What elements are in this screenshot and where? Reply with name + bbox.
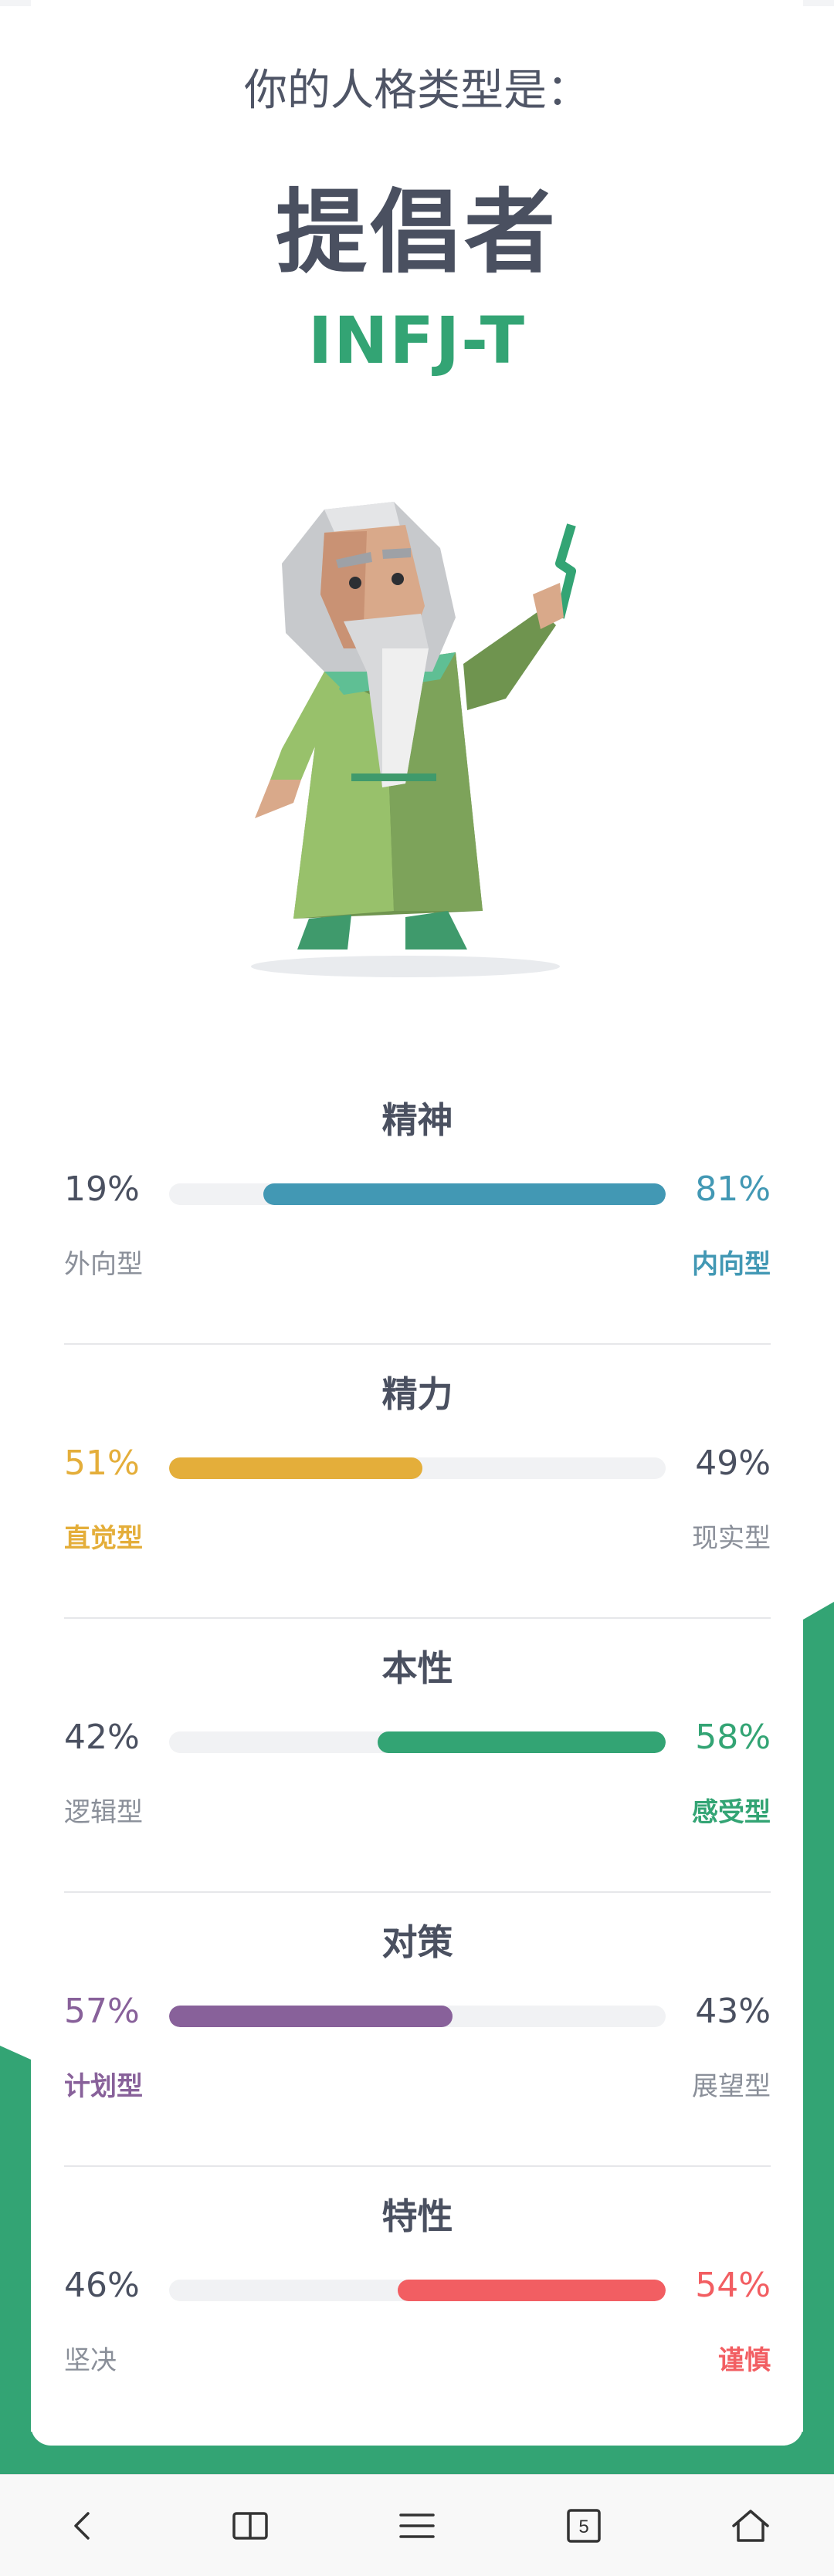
trait-tactics: 对策 57% 43% 计划型 展望型 bbox=[64, 1914, 771, 2188]
trait-left-label: 计划型 bbox=[64, 2071, 143, 2102]
trait-right-label: 感受型 bbox=[692, 1797, 771, 1828]
trait-left-percent: 42% bbox=[64, 1718, 140, 1757]
trait-right-label: 展望型 bbox=[692, 2071, 771, 2102]
menu-button[interactable] bbox=[375, 2483, 459, 2568]
trait-right-percent: 49% bbox=[695, 1444, 771, 1483]
trait-bar-fill bbox=[397, 2280, 666, 2301]
back-button[interactable] bbox=[41, 2483, 126, 2568]
trait-left-label: 坚决 bbox=[64, 2345, 117, 2376]
sage-character-illustration bbox=[251, 502, 576, 977]
trait-bar-fill bbox=[169, 1457, 422, 1479]
tabs-icon: 5 bbox=[567, 2508, 601, 2543]
trait-right-label: 现实型 bbox=[692, 1523, 771, 1554]
trait-title: 对策 bbox=[381, 1921, 453, 1963]
trait-left-percent: 19% bbox=[64, 1170, 140, 1209]
trait-left-percent: 51% bbox=[64, 1444, 140, 1483]
trait-bar-fill bbox=[263, 1183, 666, 1205]
menu-icon bbox=[399, 2513, 435, 2538]
tabs-button[interactable]: 5 bbox=[541, 2483, 626, 2568]
trait-title: 精神 bbox=[381, 1099, 453, 1141]
trait-right-label: 内向型 bbox=[692, 1249, 771, 1280]
trait-identity: 特性 46% 54% 坚决 谨慎 bbox=[64, 2188, 771, 2463]
trait-title: 本性 bbox=[381, 1647, 453, 1689]
tab-count: 5 bbox=[578, 2517, 588, 2537]
trait-bar-track bbox=[169, 2006, 666, 2027]
trait-energy: 精力 51% 49% 直觉型 现实型 bbox=[64, 1366, 771, 1640]
personality-type-name: 提倡者 bbox=[275, 179, 558, 286]
bookmarks-button[interactable] bbox=[208, 2483, 293, 2568]
bottom-navigation-bar: 5 bbox=[0, 2474, 834, 2576]
personality-type-code: INFJ-T bbox=[307, 303, 526, 378]
trait-divider bbox=[64, 1891, 771, 1893]
trait-right-percent: 58% bbox=[695, 1718, 771, 1757]
trait-title: 精力 bbox=[381, 1373, 453, 1415]
trait-left-label: 外向型 bbox=[64, 1249, 143, 1280]
home-button[interactable] bbox=[708, 2483, 793, 2568]
results-card bbox=[31, 0, 803, 2446]
trait-bar-track bbox=[169, 1457, 666, 1479]
book-icon bbox=[232, 2511, 268, 2540]
trait-divider bbox=[64, 1343, 771, 1345]
trait-bar-fill bbox=[378, 1731, 666, 1753]
trait-title: 特性 bbox=[381, 2195, 453, 2237]
trait-nature: 本性 42% 58% 逻辑型 感受型 bbox=[64, 1640, 771, 1914]
result-subtitle: 你的人格类型是： bbox=[244, 66, 590, 116]
trait-divider bbox=[64, 2165, 771, 2167]
trait-left-percent: 46% bbox=[64, 2266, 140, 2305]
trait-right-label: 谨慎 bbox=[718, 2345, 771, 2376]
trait-left-label: 逻辑型 bbox=[64, 1797, 143, 1828]
trait-bar-track bbox=[169, 1183, 666, 1205]
trait-divider bbox=[64, 1617, 771, 1619]
trait-right-percent: 81% bbox=[695, 1170, 771, 1209]
trait-right-percent: 54% bbox=[695, 2266, 771, 2305]
trait-bar-fill bbox=[169, 2006, 453, 2027]
home-icon bbox=[732, 2509, 769, 2542]
back-arrow-icon bbox=[74, 2511, 90, 2540]
trait-bar-track bbox=[169, 1731, 666, 1753]
trait-right-percent: 43% bbox=[695, 1992, 771, 2031]
trait-bar-track bbox=[169, 2280, 666, 2301]
trait-mind: 精神 19% 81% 外向型 内向型 bbox=[64, 1092, 771, 1366]
trait-left-percent: 57% bbox=[64, 1992, 140, 2031]
trait-left-label: 直觉型 bbox=[64, 1523, 143, 1554]
